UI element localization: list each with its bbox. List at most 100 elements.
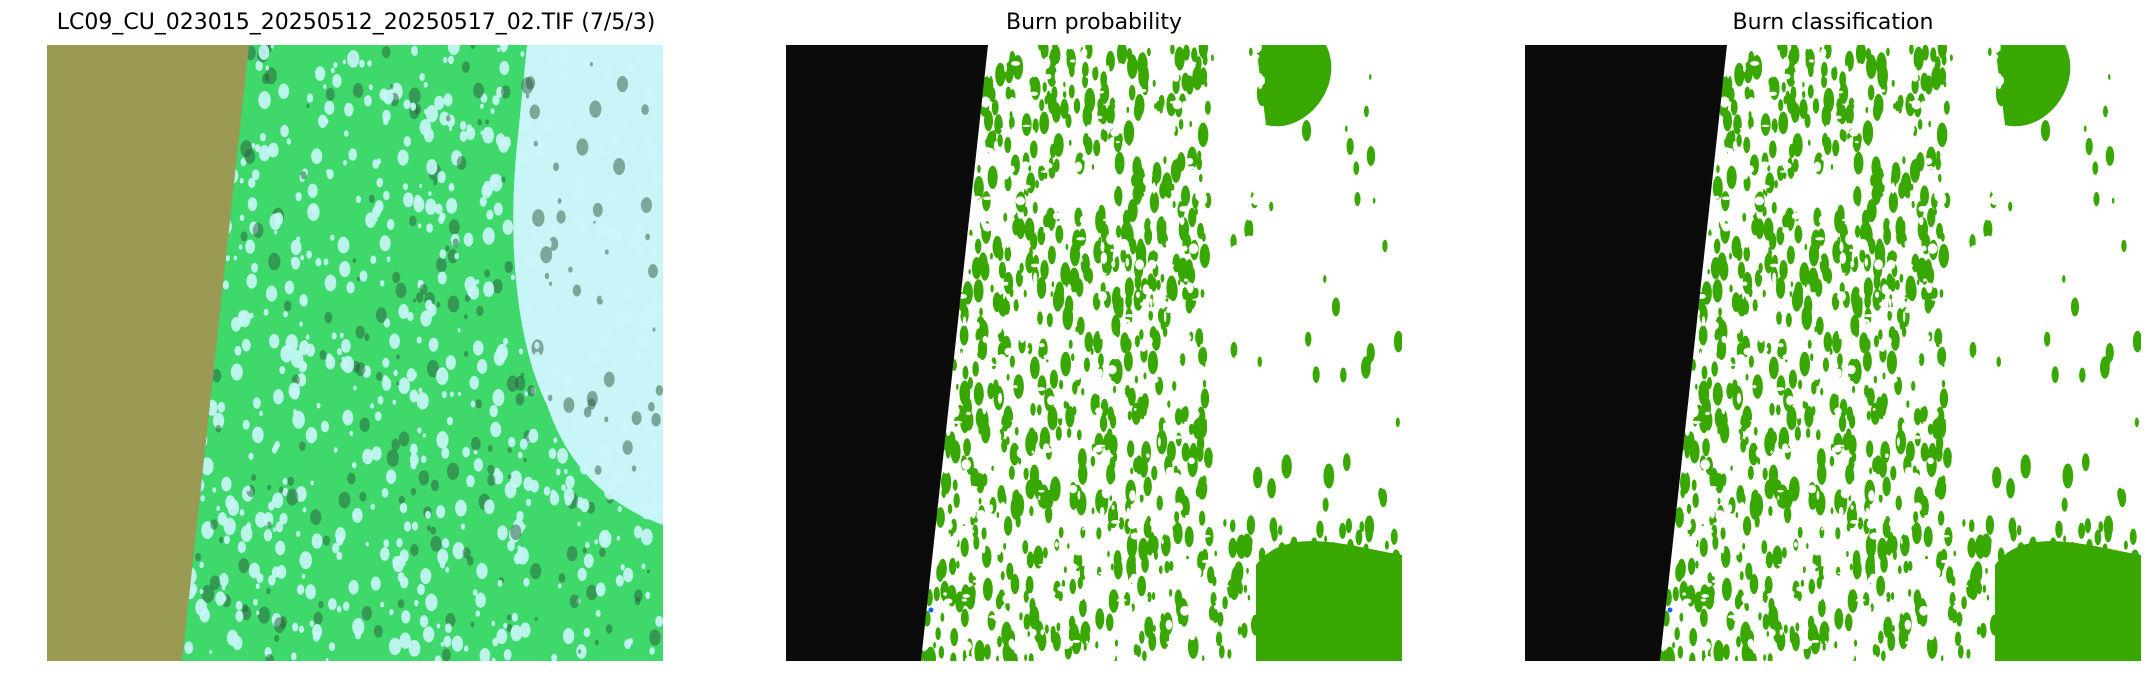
burn-patch — [1872, 457, 1879, 473]
cloud-patch — [275, 521, 284, 533]
clear-patch — [1905, 640, 1911, 645]
cloud-patch — [417, 223, 422, 229]
burn-patch — [972, 524, 979, 539]
burn-patch — [1909, 45, 1914, 55]
cloud-patch — [402, 183, 408, 191]
clear-patch — [1934, 384, 1941, 392]
burn-patch — [1992, 466, 2002, 489]
cloud-patch — [414, 599, 419, 607]
clear-patch — [1777, 563, 1786, 567]
burn-patch — [1141, 554, 1149, 573]
burn-patch — [1053, 140, 1061, 157]
cloud-patch — [479, 196, 487, 207]
cloud-patch — [356, 276, 361, 282]
clear-patch — [1941, 646, 1949, 656]
cloud-patch — [576, 175, 585, 188]
clear-patch — [1821, 527, 1824, 531]
cloud-patch — [446, 197, 458, 214]
burn-patch — [1895, 216, 1906, 240]
cloud-patch — [386, 256, 391, 262]
clear-patch — [1172, 357, 1181, 362]
clear-patch — [1087, 124, 1091, 128]
burn-patch — [1764, 575, 1773, 595]
clear-patch — [946, 521, 953, 531]
cloud-patch — [265, 285, 278, 302]
nodata-area — [1525, 45, 1727, 661]
burn-patch — [1919, 495, 1929, 519]
cloud-patch — [513, 553, 522, 565]
clear-patch — [1017, 564, 1020, 574]
clear-patch — [1980, 130, 1990, 134]
burn-patch — [1030, 403, 1036, 416]
cloud-patch — [408, 87, 421, 105]
cloud-patch — [583, 627, 591, 638]
clear-patch — [1214, 371, 1219, 380]
cloud-patch — [430, 479, 440, 492]
cloud-patch — [607, 189, 617, 203]
cloud-patch — [472, 340, 484, 356]
cloud-patch — [428, 337, 439, 352]
burn-patch — [1911, 77, 1919, 95]
clear-patch — [1903, 310, 1906, 323]
cloud-patch — [647, 569, 650, 574]
burn-patch — [1804, 113, 1811, 128]
cloud-patch — [382, 357, 390, 368]
cloud-patch — [201, 457, 214, 476]
burn-patch — [1723, 644, 1730, 660]
clear-patch — [1741, 87, 1744, 98]
clear-patch — [1107, 155, 1113, 161]
clear-patch — [974, 195, 981, 200]
cloud-patch — [547, 100, 553, 107]
clear-patch — [1119, 354, 1123, 360]
cloud-patch — [652, 473, 663, 488]
cloud-patch — [528, 428, 539, 443]
burn-patch — [1751, 490, 1757, 504]
burn-patch — [1142, 650, 1147, 661]
clear-patch — [1953, 296, 1957, 301]
burn-patch — [1867, 84, 1875, 101]
clear-patch — [1984, 328, 1992, 334]
burn-patch — [1921, 287, 1927, 300]
cloud-patch — [554, 370, 559, 377]
cloud-patch — [287, 476, 295, 486]
burn-patch — [961, 416, 969, 434]
burn-patch — [1730, 99, 1738, 116]
clear-patch — [1706, 235, 1712, 240]
cloud-patch — [449, 391, 454, 398]
burn-patch — [991, 465, 994, 472]
clear-patch — [1947, 68, 1952, 80]
cloud-patch — [557, 583, 562, 589]
clear-patch — [1777, 343, 1784, 348]
cloud-patch — [464, 276, 477, 293]
clear-patch — [1882, 332, 1889, 341]
clear-patch — [1036, 329, 1042, 337]
cloud-patch — [286, 138, 291, 145]
clear-patch — [1163, 211, 1170, 222]
burn-patch — [1872, 101, 1882, 121]
burn-patch — [968, 268, 971, 275]
cloud-patch — [195, 552, 201, 562]
burn-patch — [1178, 119, 1184, 130]
clear-patch — [946, 424, 951, 437]
cloud-patch — [578, 217, 585, 226]
cloud-patch — [572, 284, 582, 297]
clear-patch — [997, 392, 1003, 404]
cloud-patch — [240, 140, 253, 158]
clear-patch — [1089, 629, 1094, 640]
clear-patch — [1815, 237, 1825, 241]
burn-patch — [973, 279, 984, 303]
cloud-patch — [381, 46, 391, 59]
burn-patch — [1916, 279, 1920, 286]
clear-patch — [1187, 282, 1194, 294]
cloud-patch — [332, 74, 342, 88]
clear-patch — [1222, 618, 1231, 630]
burn-patch — [1192, 155, 1195, 161]
burn-patch — [1897, 169, 1901, 176]
clear-patch — [1900, 538, 1903, 545]
clear-patch — [1945, 478, 1955, 486]
cloud-patch — [376, 177, 384, 188]
burn-patch — [1679, 612, 1684, 622]
clear-patch — [1940, 559, 1949, 564]
burn-patch — [1720, 527, 1726, 540]
burn-patch — [2098, 521, 2104, 533]
